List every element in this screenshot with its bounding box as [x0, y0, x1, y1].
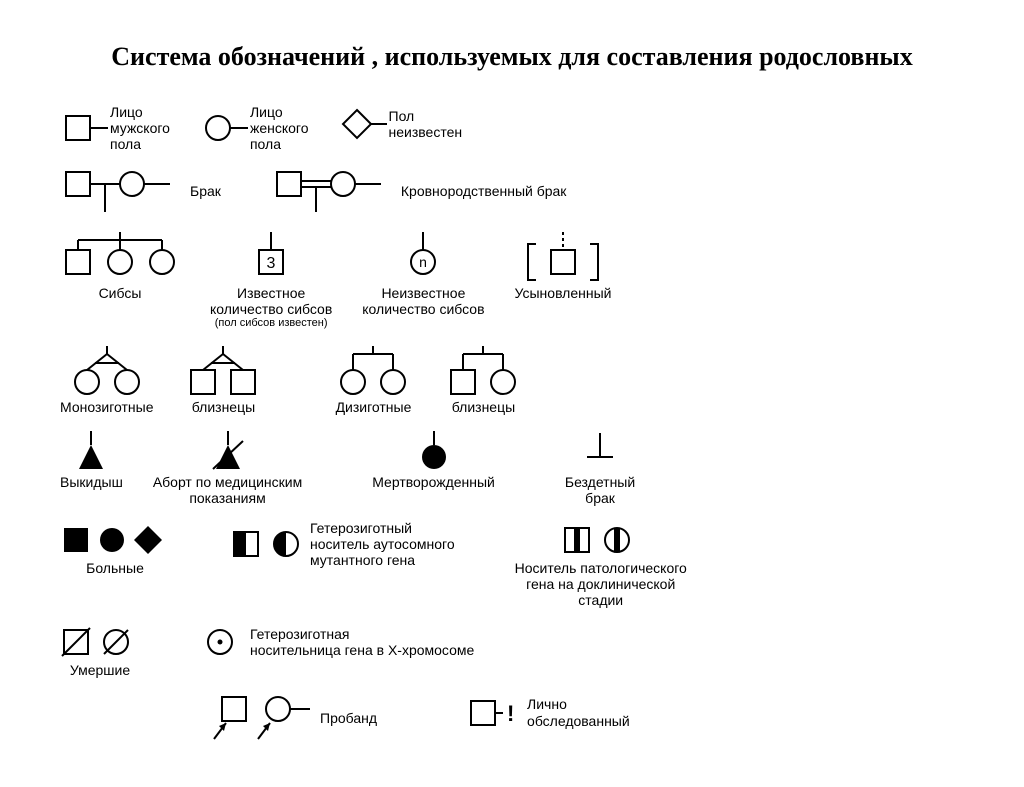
sym-deceased: Умершие [60, 622, 140, 678]
sym-dz-ff: Дизиготные [333, 344, 413, 415]
preclinical-icon [561, 520, 641, 560]
row-6: Больные Гетерозиготный носитель аутосомн… [60, 520, 964, 608]
x-carrier-icon [200, 622, 250, 662]
affected-icon [60, 520, 170, 560]
svg-text:3: 3 [267, 255, 276, 272]
sym-mz-ff: Монозиготные [60, 344, 153, 415]
dz-ff-icon [333, 344, 413, 399]
square-icon [60, 108, 110, 148]
sym-childless: Бездетный брак [565, 429, 635, 506]
sym-mz-mm: близнецы [183, 344, 263, 415]
legend-grid: Лицо мужского пола Лицо женского пола По [60, 104, 964, 743]
row-2: Брак Кровнородственный брак [60, 166, 964, 216]
sym-examined: ! Лично обследованный [467, 693, 630, 733]
svg-text:n: n [419, 254, 427, 270]
sym-male: Лицо мужского пола [60, 104, 170, 152]
stillborn-icon [409, 429, 459, 474]
consang-icon [271, 166, 401, 216]
het-auto-icon [230, 524, 310, 564]
row-4: Монозиготные близнецы Дизиготны [60, 344, 964, 415]
svg-text:!: ! [507, 701, 514, 726]
sym-sibs-known-n: 3 Известное количество сибсов (пол сибсо… [210, 230, 332, 330]
sibs-unknown-icon: n [393, 230, 453, 285]
diamond-icon [339, 104, 389, 144]
sym-affected: Больные [60, 520, 170, 576]
abortion-icon [203, 429, 253, 474]
sym-sibs: Сибсы [60, 230, 180, 301]
row-1: Лицо мужского пола Лицо женского пола По [60, 104, 964, 152]
sym-marriage: Брак [60, 166, 221, 216]
sym-adopted: Усыновленный [515, 230, 612, 301]
sibs-known-icon: 3 [241, 230, 301, 285]
mz-mm-icon [183, 344, 263, 399]
sym-consang: Кровнородственный брак [271, 166, 567, 216]
sym-sibs-unknown-n: n Неизвестное количество сибсов [362, 230, 484, 317]
examined-icon: ! [467, 693, 527, 733]
sym-miscarriage: Выкидыш [60, 429, 123, 490]
adopted-icon [518, 230, 608, 285]
sym-stillborn: Мертворожденный [372, 429, 495, 490]
page-title: Система обозначений , используемых для с… [60, 40, 964, 74]
sym-het-auto: Гетерозиготный носитель аутосомного мута… [230, 520, 455, 568]
miscarriage-icon [66, 429, 116, 474]
sym-preclinical: Носитель патологического гена на доклини… [515, 520, 687, 608]
sym-x-carrier: Гетерозиготная носительница гена в Х-хро… [200, 622, 474, 662]
sym-proband: Пробанд [210, 693, 377, 743]
row-3: Сибсы 3 Известное количество сибсов (пол… [60, 230, 964, 330]
circle-icon [200, 108, 250, 148]
row-5: Выкидыш Аборт по медицинским показаниям … [60, 429, 964, 506]
marriage-icon [60, 166, 190, 216]
deceased-icon [60, 622, 140, 662]
proband-icon [210, 693, 320, 743]
dz-mf-icon [443, 344, 523, 399]
mz-ff-icon [67, 344, 147, 399]
sym-abortion: Аборт по медицинским показаниям [153, 429, 302, 506]
sibs-icon [60, 230, 180, 285]
childless-icon [575, 429, 625, 474]
row-8: Пробанд ! Лично обследованный [60, 693, 964, 743]
row-7: Умершие Гетерозиготная носительница гена… [60, 622, 964, 678]
sym-dz-mf: близнецы [443, 344, 523, 415]
sym-female: Лицо женского пола [200, 104, 309, 152]
sym-unknown-sex: Пол неизвестен [339, 104, 463, 144]
